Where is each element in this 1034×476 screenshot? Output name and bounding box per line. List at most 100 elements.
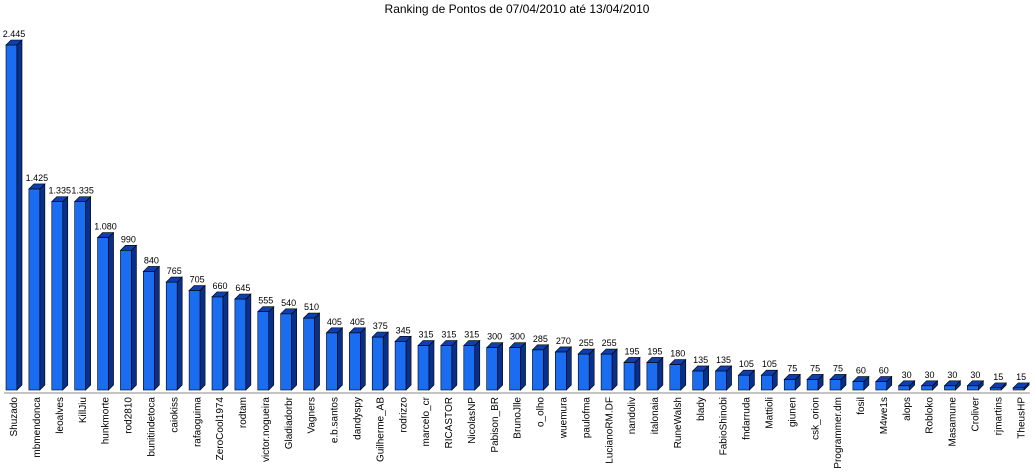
category-label: leoalves — [55, 397, 66, 434]
bar-side — [337, 327, 343, 391]
category-label: paulofma — [581, 397, 592, 439]
bar — [623, 356, 641, 391]
bar — [234, 293, 252, 391]
bar — [325, 327, 344, 391]
bar-front — [5, 44, 18, 391]
category-label: NicolasNP — [467, 397, 478, 444]
bar — [348, 327, 367, 391]
category-label: Vagners — [307, 397, 318, 434]
bar — [760, 369, 779, 391]
value-label: 1.080 — [94, 222, 117, 232]
value-label: 30 — [947, 370, 957, 380]
value-label: 1.425 — [26, 173, 49, 183]
value-label: 405 — [327, 317, 342, 327]
bar-top — [51, 196, 69, 202]
category-label: bunitindetoca — [146, 397, 157, 457]
category-label: Guilherme_AB — [375, 397, 386, 462]
value-label: 765 — [167, 266, 182, 276]
bar-side — [360, 327, 366, 391]
category-label: italonaia — [650, 397, 661, 435]
bar — [119, 244, 138, 391]
value-label: 555 — [258, 296, 273, 306]
bar-top — [463, 340, 481, 346]
value-label: 315 — [464, 330, 479, 340]
value-label: 255 — [602, 338, 617, 348]
bar-top — [806, 374, 824, 380]
bar-front — [715, 370, 727, 391]
value-label: 1.335 — [49, 186, 72, 196]
bar-front — [165, 281, 178, 391]
value-label: 540 — [281, 298, 296, 308]
category-label: giunen — [787, 397, 798, 427]
value-label: 270 — [556, 336, 571, 346]
bar-front — [303, 317, 315, 391]
bar-side — [566, 346, 572, 391]
bar-front — [669, 364, 682, 391]
bar-front — [967, 385, 979, 391]
bar-front — [326, 332, 338, 391]
bar-top — [966, 380, 985, 387]
bar-front — [555, 351, 567, 391]
bar-side — [176, 276, 183, 391]
value-label: 660 — [212, 281, 227, 291]
bar-top — [875, 376, 893, 382]
value-label: 75 — [787, 363, 797, 373]
bar — [165, 276, 183, 391]
bar-side — [405, 335, 412, 391]
value-label: 135 — [693, 355, 708, 365]
bar — [440, 339, 458, 391]
bar-front — [211, 296, 224, 391]
bar-front — [280, 313, 292, 391]
category-label: BrunoJlle — [513, 397, 524, 439]
bar-top — [73, 196, 92, 202]
bar — [920, 380, 939, 391]
bar-front — [417, 345, 430, 391]
bar-front — [394, 341, 407, 391]
value-label: 300 — [487, 332, 502, 342]
value-label: 990 — [121, 234, 136, 244]
bar — [302, 312, 321, 391]
bar — [279, 308, 298, 391]
category-label: Programmer.dm — [833, 397, 844, 469]
bar-front — [463, 345, 476, 391]
bar — [691, 365, 710, 391]
category-label: Mattioli — [764, 397, 775, 429]
bar-top — [829, 374, 847, 380]
bar-front — [120, 250, 132, 391]
bar-front — [509, 347, 521, 391]
bar-side — [222, 291, 229, 391]
bar-top — [234, 293, 252, 300]
value-label: 60 — [879, 366, 889, 376]
bar — [806, 373, 824, 391]
bar-front — [738, 374, 750, 391]
category-label: rodtam — [238, 397, 249, 428]
value-label: 645 — [235, 283, 250, 293]
bar-side — [543, 344, 549, 391]
value-label: 315 — [418, 330, 433, 340]
bar-side — [314, 312, 320, 391]
bar-top — [142, 266, 161, 272]
bar-front — [143, 271, 155, 391]
bar — [73, 195, 92, 391]
bar — [51, 195, 69, 391]
bar-top — [302, 312, 321, 319]
value-label: 15 — [1016, 372, 1026, 382]
bar — [485, 341, 504, 391]
bar-front — [875, 381, 888, 391]
bar — [371, 331, 389, 391]
bar-top — [852, 376, 870, 382]
value-label: 195 — [624, 346, 639, 356]
bar-side — [497, 341, 503, 391]
value-label: 105 — [739, 359, 754, 369]
bar-side — [428, 339, 435, 391]
bar-top — [279, 308, 298, 315]
bar-front — [783, 379, 796, 391]
bar-front — [28, 188, 41, 391]
bar-side — [16, 39, 23, 391]
category-label: LucianoRM.DF — [604, 397, 615, 464]
bar-side — [611, 348, 618, 391]
bar-top — [989, 382, 1007, 389]
bar-front — [761, 374, 773, 391]
bar-front — [74, 201, 86, 391]
